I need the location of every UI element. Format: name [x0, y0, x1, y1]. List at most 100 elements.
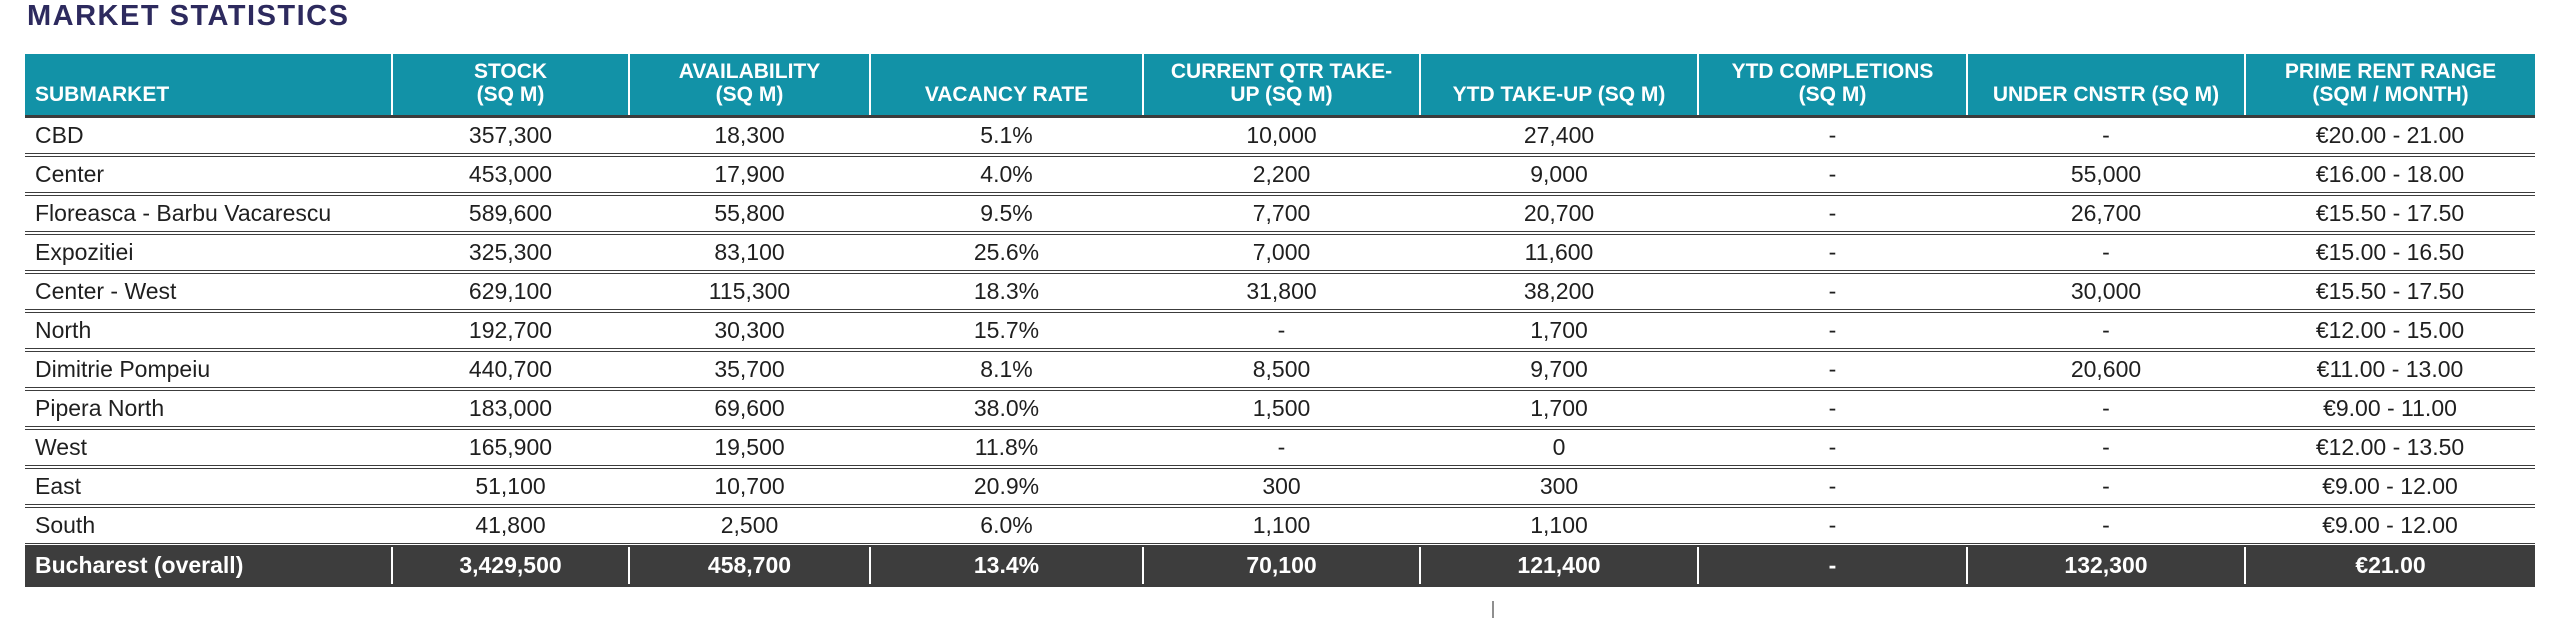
value-cell: 1,500	[1143, 389, 1420, 430]
submarket-cell: Floreasca - Barbu Vacarescu	[25, 194, 392, 235]
table-row: East 51,100 10,700 20.9% 300 300- - €9.00 - 12.…	[25, 467, 2535, 508]
value-cell: 8,500	[1143, 350, 1420, 391]
value-cell: €12.00 - 13.50	[2245, 428, 2535, 469]
submarket-cell: West	[25, 428, 392, 469]
header-cell: YTD COMPLETIONS (SQ M)	[1697, 54, 1967, 118]
value-cell: €15.00 - 16.50	[2245, 233, 2535, 274]
table-row: Center 453,000 17,900 4.0% 2,200 9,000-55,000…	[25, 155, 2535, 196]
value-cell: 51,100	[392, 467, 629, 508]
value-cell: -	[1698, 233, 1967, 274]
submarket-cell: Center - West	[25, 272, 392, 313]
header-cell: AVAILABILITY (SQ M)	[628, 54, 870, 118]
header-cell: VACANCY RATE	[869, 54, 1143, 118]
value-cell: 20,700	[1420, 194, 1698, 235]
submarket-cell: East	[25, 467, 392, 508]
value-cell: -	[1967, 428, 2245, 469]
value-cell: 18,300	[629, 116, 870, 157]
table-row: Center - West 629,100 115,300 18.3% 31,800 38…	[25, 272, 2535, 313]
value-cell: 27,400	[1420, 116, 1698, 157]
value-cell: 440,700	[392, 350, 629, 391]
value-cell: 11,600	[1420, 233, 1698, 274]
header-row: SUBMARKET STOCK (SQ M) AVAILABILITY (SQ M)…	[25, 54, 2535, 118]
value-cell: 1,100	[1143, 506, 1420, 547]
value-cell: 18.3%	[870, 272, 1143, 313]
header-cell: CURRENT QTR TAKE- UP (SQ M)	[1142, 54, 1420, 118]
value-cell: -	[1967, 389, 2245, 430]
value-cell: 1,100	[1420, 506, 1698, 547]
value-cell: €11.00 - 13.00	[2245, 350, 2535, 391]
value-cell: 300	[1143, 467, 1420, 508]
value-cell: 165,900	[392, 428, 629, 469]
submarket-cell: South	[25, 506, 392, 547]
value-cell: -	[1967, 467, 2245, 508]
table-footer: Bucharest (overall) 3,429,500 458,700 13.4%…	[25, 545, 2535, 587]
value-cell: 2,200	[1143, 155, 1420, 196]
value-cell: 30,300	[629, 311, 870, 352]
value-cell: 83,100	[629, 233, 870, 274]
value-cell: 115,300	[629, 272, 870, 313]
value-cell: -	[1698, 467, 1967, 508]
value-cell: €16.00 - 18.00	[2245, 155, 2535, 196]
value-cell: 2,500	[629, 506, 870, 547]
value-cell: 10,000	[1143, 116, 1420, 157]
value-cell: 325,300	[392, 233, 629, 274]
value-cell: 5.1%	[870, 116, 1143, 157]
table-row: CBD 357,300 18,300 5.1% 10,000 27,400- - €20.00…	[25, 116, 2535, 157]
value-cell: -	[1698, 155, 1967, 196]
value-cell: 30,000	[1967, 272, 2245, 313]
value-cell: 41,800	[392, 506, 629, 547]
value-cell: -	[1698, 272, 1967, 313]
value-cell: 7,700	[1143, 194, 1420, 235]
header-cell: SUBMARKET	[25, 54, 392, 118]
table-row: Expozitiei 325,300 83,100 25.6% 7,000 11,600-…	[25, 233, 2535, 274]
value-cell: 55,000	[1967, 155, 2245, 196]
value-cell: 20,600	[1967, 350, 2245, 391]
value-cell: -	[1967, 233, 2245, 274]
value-cell: 453,000	[392, 155, 629, 196]
submarket-cell: North	[25, 311, 392, 352]
caret-tick	[1492, 601, 1494, 618]
header-cell: UNDER CNSTR (SQ M)	[1966, 54, 2245, 118]
value-cell: 629,100	[392, 272, 629, 313]
submarket-cell: Pipera North	[25, 389, 392, 430]
value-cell: 7,000	[1143, 233, 1420, 274]
value-cell: -	[1967, 116, 2245, 157]
value-cell: 17,900	[629, 155, 870, 196]
submarket-cell: CBD	[25, 116, 392, 157]
total-label-cell: Bucharest (overall)	[25, 545, 392, 587]
value-cell: 26,700	[1967, 194, 2245, 235]
table-row: West 165,900 19,500 11.8% -0- - €12.00 - 13.50	[25, 428, 2535, 469]
value-cell: 69,600	[629, 389, 870, 430]
value-cell: 25.6%	[870, 233, 1143, 274]
value-cell: €20.00 - 21.00	[2245, 116, 2535, 157]
value-cell: -	[1698, 116, 1967, 157]
table-row: Dimitrie Pompeiu 440,700 35,700 8.1% 8,500 9,…	[25, 350, 2535, 391]
value-cell: 6.0%	[870, 506, 1143, 547]
value-cell: 55,800	[629, 194, 870, 235]
market-statistics-table: SUBMARKET STOCK (SQ M) AVAILABILITY (SQ M)…	[25, 54, 2535, 587]
value-cell: €9.00 - 12.00	[2245, 506, 2535, 547]
table-row: Pipera North 183,000 69,600 38.0% 1,500 1,700…	[25, 389, 2535, 430]
submarket-cell: Expozitiei	[25, 233, 392, 274]
value-cell: -	[1698, 311, 1967, 352]
value-cell: -	[1698, 350, 1967, 391]
value-cell: 35,700	[629, 350, 870, 391]
value-cell: 38.0%	[870, 389, 1143, 430]
value-cell: -	[1967, 311, 2245, 352]
total-value-cell: 13.4%	[869, 545, 1143, 587]
value-cell: 589,600	[392, 194, 629, 235]
value-cell: 31,800	[1143, 272, 1420, 313]
submarket-cell: Center	[25, 155, 392, 196]
value-cell: -	[1698, 389, 1967, 430]
value-cell: 38,200	[1420, 272, 1698, 313]
value-cell: -	[1967, 506, 2245, 547]
value-cell: 0	[1420, 428, 1698, 469]
total-row: Bucharest (overall) 3,429,500 458,700 13.4%…	[25, 545, 2535, 587]
value-cell: 9,700	[1420, 350, 1698, 391]
value-cell: 15.7%	[870, 311, 1143, 352]
value-cell: -	[1698, 194, 1967, 235]
total-value-cell: 3,429,500	[391, 545, 629, 587]
value-cell: -	[1698, 506, 1967, 547]
value-cell: 4.0%	[870, 155, 1143, 196]
table-body: CBD 357,300 18,300 5.1% 10,000 27,400- - €20.00…	[25, 116, 2535, 547]
